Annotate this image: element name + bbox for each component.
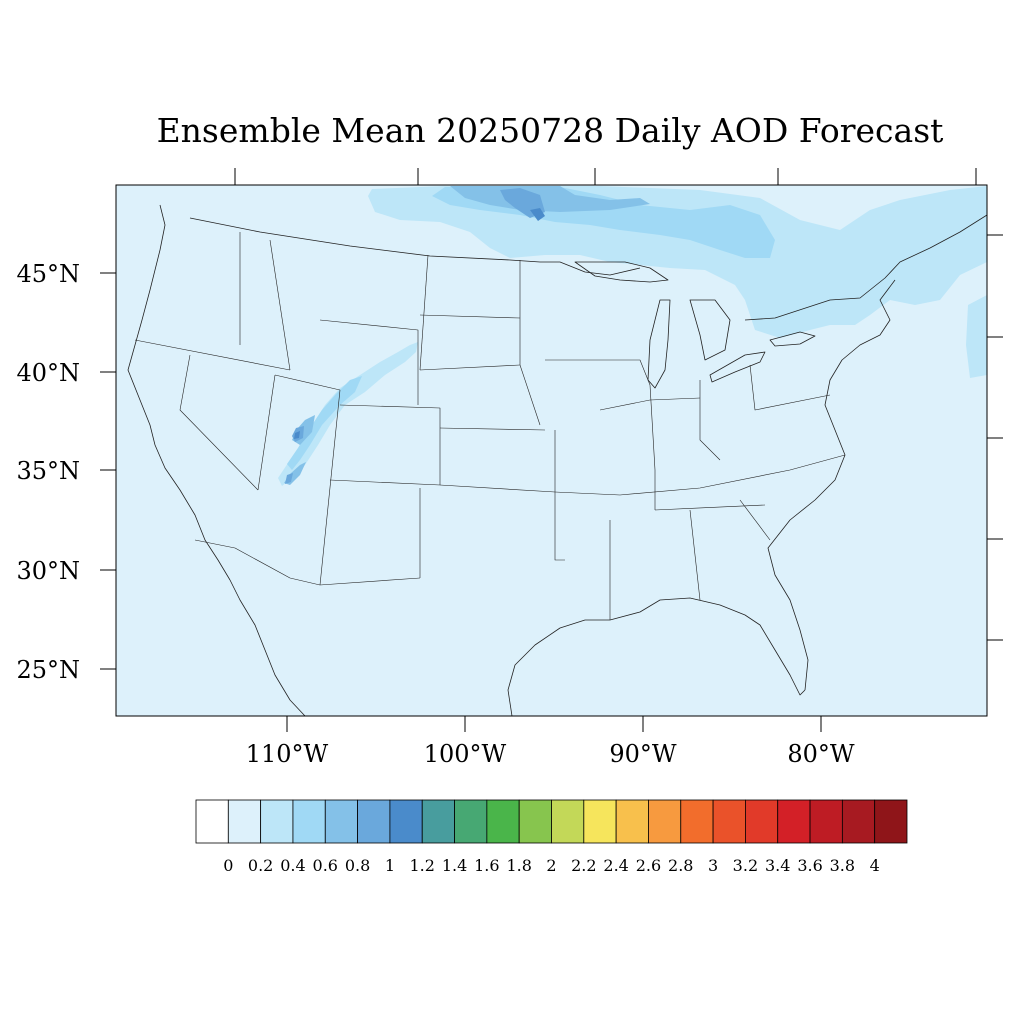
colorbar-label: 2	[546, 856, 556, 875]
lake-michigan	[647, 299, 671, 389]
right-tick-marks	[987, 234, 1003, 641]
utah-plume-core	[294, 431, 300, 439]
lat-label: 25°N	[16, 656, 80, 684]
baja-coast	[229, 579, 306, 716]
colorbar-label: 2.6	[636, 856, 661, 875]
longitude-axis: 110°W 100°W 90°W 80°W	[246, 716, 855, 768]
lat-label: 40°N	[16, 359, 80, 387]
geographic-boundaries	[127, 204, 987, 716]
colorbar-label: 1	[385, 856, 395, 875]
colorbar-swatch	[874, 799, 908, 844]
gulf-coast	[507, 597, 806, 716]
colorbar-swatch	[421, 799, 455, 844]
colorbar-label: 1.8	[506, 856, 531, 875]
colorbar-swatch	[292, 799, 326, 844]
map-frame	[115, 184, 988, 717]
colorbar-label: 0.4	[280, 856, 305, 875]
canada-border-east	[744, 214, 987, 321]
lat-label: 35°N	[16, 457, 80, 485]
colorbar-label: 1.2	[410, 856, 435, 875]
colorbar-swatch	[260, 799, 294, 844]
colorbar-swatch	[486, 799, 520, 844]
colorbar-swatch	[615, 799, 649, 844]
lat-label: 30°N	[16, 557, 80, 585]
colorbar-label: 0.8	[345, 856, 370, 875]
colorbar-swatch	[454, 799, 488, 844]
colorbar-swatch	[777, 799, 811, 844]
colorbar-swatch	[745, 799, 779, 844]
colorbar-label: 3.4	[765, 856, 790, 875]
colorbar-swatch	[227, 799, 262, 844]
lon-label: 110°W	[246, 740, 329, 768]
colorbar-label: 0	[223, 856, 233, 875]
colorbar-swatch	[357, 799, 391, 844]
top-tick-marks	[234, 168, 977, 185]
arizona-plume-level-4	[285, 473, 293, 484]
lon-label: 100°W	[424, 740, 507, 768]
colorbar-swatch	[712, 799, 746, 844]
colorbar-swatch	[324, 799, 358, 844]
colorbar-label: 2.4	[603, 856, 628, 875]
colorbar-label: 3.2	[733, 856, 758, 875]
utah-plume-level-1	[278, 342, 418, 486]
colorbar-label: 1.6	[474, 856, 499, 875]
smoke-band-level-3	[450, 186, 650, 212]
figure-title: Ensemble Mean 20250728 Daily AOD Forecas…	[157, 111, 944, 150]
colorbar-label: 3.6	[797, 856, 822, 875]
utah-plume-level-2	[287, 376, 362, 470]
colorbar-swatch	[648, 799, 682, 844]
lake-superior	[574, 261, 669, 283]
lake-huron	[689, 299, 731, 361]
colorbar-label: 2.2	[571, 856, 596, 875]
colorbar-label: 4	[870, 856, 880, 875]
lat-label: 45°N	[16, 260, 80, 288]
state-lines	[134, 232, 846, 620]
smoke-band-level-5	[530, 208, 545, 221]
colorbar-swatch	[680, 799, 714, 844]
lake-erie	[709, 351, 766, 383]
colorbar-label: 0.6	[313, 856, 338, 875]
latitude-axis: 45°N 40°N 35°N 30°N 25°N	[16, 260, 116, 684]
lon-label: 80°W	[787, 740, 855, 768]
colorbar-swatch	[583, 799, 617, 844]
colorbar-swatch	[389, 799, 423, 844]
canada-border	[189, 217, 641, 276]
colorbar-label: 2.8	[668, 856, 693, 875]
atlantic-smoke-patch	[966, 295, 987, 378]
colorbar-swatch	[841, 799, 876, 844]
colorbar-label: 3.8	[830, 856, 855, 875]
colorbar-swatch	[518, 799, 552, 844]
colorbar-swatch	[809, 799, 843, 844]
colorbar: 0 0.2 0.4 0.6 0.8 1 1.2 1.4 1.6 1.8 2 2.2 2.4 2.6 2.8 3…	[195, 799, 908, 875]
lake-ontario	[769, 331, 816, 347]
map-panel: 45°N 40°N 35°N 30°N 25°N 110°W 100°W 90°W 80°W	[16, 168, 1003, 768]
lon-label: 90°W	[609, 740, 677, 768]
colorbar-swatch	[195, 799, 229, 844]
colorbar-swatch	[551, 799, 585, 844]
colorbar-label: 1.4	[442, 856, 467, 875]
colorbar-label: 0.2	[248, 856, 273, 875]
colorbar-label: 3	[708, 856, 718, 875]
pacific-coast	[127, 204, 231, 581]
